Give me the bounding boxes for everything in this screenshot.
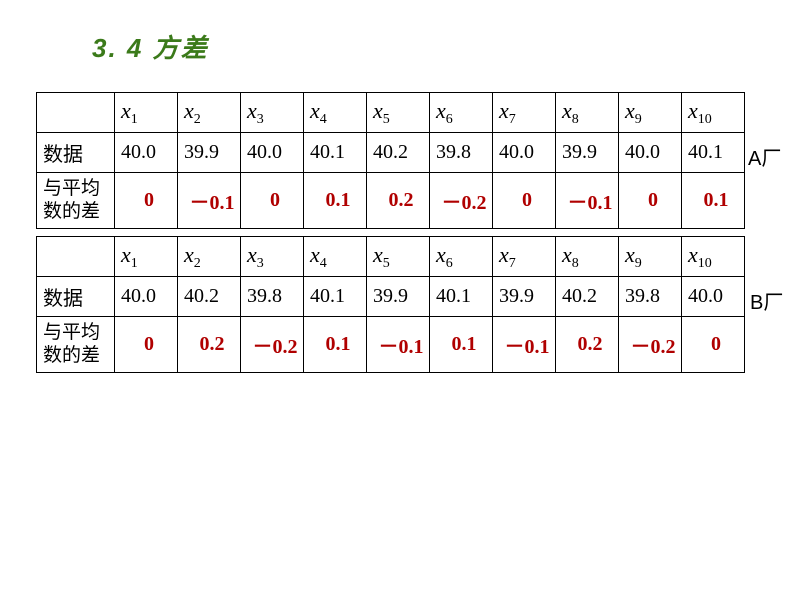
table-a-data-2: 39.9 <box>178 133 241 173</box>
table-b-diff-9: －0.2 <box>619 317 682 373</box>
table-a-var-1: x1 <box>115 93 178 133</box>
table-b-var-3: x3 <box>241 237 304 277</box>
table-a-diff-4: 0.1 <box>304 173 367 229</box>
table-a-header-row: x1 x2 x3 x4 x5 x6 x7 x8 x9 x10 <box>37 93 745 133</box>
table-a-data-4: 40.1 <box>304 133 367 173</box>
table-b-data-4: 40.1 <box>304 277 367 317</box>
table-a-diff-6: －0.2 <box>430 173 493 229</box>
table-a-data-6: 39.8 <box>430 133 493 173</box>
table-b-var-4: x4 <box>304 237 367 277</box>
table-b-data-label: 数据 <box>37 277 115 317</box>
table-b-data-row: 数据 40.0 40.2 39.8 40.1 39.9 40.1 39.9 40… <box>37 277 745 317</box>
table-b-diff-8: 0.2 <box>556 317 619 373</box>
table-a-diff-3: 0 <box>241 173 304 229</box>
table-a-var-5: x5 <box>367 93 430 133</box>
table-b-diff-6: 0.1 <box>430 317 493 373</box>
table-b-data-10: 40.0 <box>682 277 745 317</box>
table-b-group: x1 x2 x3 x4 x5 x6 x7 x8 x9 x10 数据 40.0 4… <box>36 236 745 373</box>
table-a-diff-label: 与平均数的差 <box>37 173 115 229</box>
table-b-blank-header <box>37 237 115 277</box>
table-b-var-9: x9 <box>619 237 682 277</box>
page-title: 3. 4 方差 <box>92 28 209 65</box>
table-a-data-label: 数据 <box>37 133 115 173</box>
table-a-data-1: 40.0 <box>115 133 178 173</box>
table-a-data-row: 数据 40.0 39.9 40.0 40.1 40.2 39.8 40.0 39… <box>37 133 745 173</box>
table-a-diff-row: 与平均数的差 0 －0.1 0 0.1 0.2 －0.2 0 －0.1 0 0.… <box>37 173 745 229</box>
table-b-diff-label: 与平均数的差 <box>37 317 115 373</box>
table-a-diff-8: －0.1 <box>556 173 619 229</box>
table-b-data-5: 39.9 <box>367 277 430 317</box>
table-b-var-1: x1 <box>115 237 178 277</box>
table-a-data-9: 40.0 <box>619 133 682 173</box>
table-b-diff-10: 0 <box>682 317 745 373</box>
table-b-var-8: x8 <box>556 237 619 277</box>
table-a-diff-9: 0 <box>619 173 682 229</box>
table-b-data-8: 40.2 <box>556 277 619 317</box>
table-a-blank-header <box>37 93 115 133</box>
table-a-group: x1 x2 x3 x4 x5 x6 x7 x8 x9 x10 数据 40.0 3… <box>36 92 745 229</box>
table-b-data-7: 39.9 <box>493 277 556 317</box>
table-b-diff-row: 与平均数的差 0 0.2 －0.2 0.1 －0.1 0.1 －0.1 0.2 … <box>37 317 745 373</box>
table-b-data-9: 39.8 <box>619 277 682 317</box>
table-a-var-8: x8 <box>556 93 619 133</box>
table-b-data-1: 40.0 <box>115 277 178 317</box>
table-a-diff-7: 0 <box>493 173 556 229</box>
table-a-var-10: x10 <box>682 93 745 133</box>
table-b-data-2: 40.2 <box>178 277 241 317</box>
table-a-var-7: x7 <box>493 93 556 133</box>
table-b-diff-3: －0.2 <box>241 317 304 373</box>
table-a-var-6: x6 <box>430 93 493 133</box>
table-b-var-10: x10 <box>682 237 745 277</box>
table-b-header-row: x1 x2 x3 x4 x5 x6 x7 x8 x9 x10 <box>37 237 745 277</box>
table-b-var-5: x5 <box>367 237 430 277</box>
table-a-diff-1: 0 <box>115 173 178 229</box>
table-b-diff-4: 0.1 <box>304 317 367 373</box>
table-a-data-5: 40.2 <box>367 133 430 173</box>
table-b-diff-7: －0.1 <box>493 317 556 373</box>
table-a-diff-5: 0.2 <box>367 173 430 229</box>
table-a-diff-10: 0.1 <box>682 173 745 229</box>
factory-a-label: A厂 <box>748 142 781 171</box>
table-a-data-7: 40.0 <box>493 133 556 173</box>
table-b-var-2: x2 <box>178 237 241 277</box>
table-b-diff-5: －0.1 <box>367 317 430 373</box>
table-a-var-3: x3 <box>241 93 304 133</box>
table-b-var-6: x6 <box>430 237 493 277</box>
table-b: x1 x2 x3 x4 x5 x6 x7 x8 x9 x10 数据 40.0 4… <box>36 236 745 373</box>
table-b-data-3: 39.8 <box>241 277 304 317</box>
table-a-var-9: x9 <box>619 93 682 133</box>
table-a-data-3: 40.0 <box>241 133 304 173</box>
table-b-data-6: 40.1 <box>430 277 493 317</box>
table-a-data-10: 40.1 <box>682 133 745 173</box>
table-a-var-2: x2 <box>178 93 241 133</box>
table-b-diff-1: 0 <box>115 317 178 373</box>
factory-b-label: B厂 <box>750 286 783 315</box>
table-a: x1 x2 x3 x4 x5 x6 x7 x8 x9 x10 数据 40.0 3… <box>36 92 745 229</box>
table-a-diff-2: －0.1 <box>178 173 241 229</box>
table-b-var-7: x7 <box>493 237 556 277</box>
table-a-data-8: 39.9 <box>556 133 619 173</box>
table-a-var-4: x4 <box>304 93 367 133</box>
table-b-diff-2: 0.2 <box>178 317 241 373</box>
